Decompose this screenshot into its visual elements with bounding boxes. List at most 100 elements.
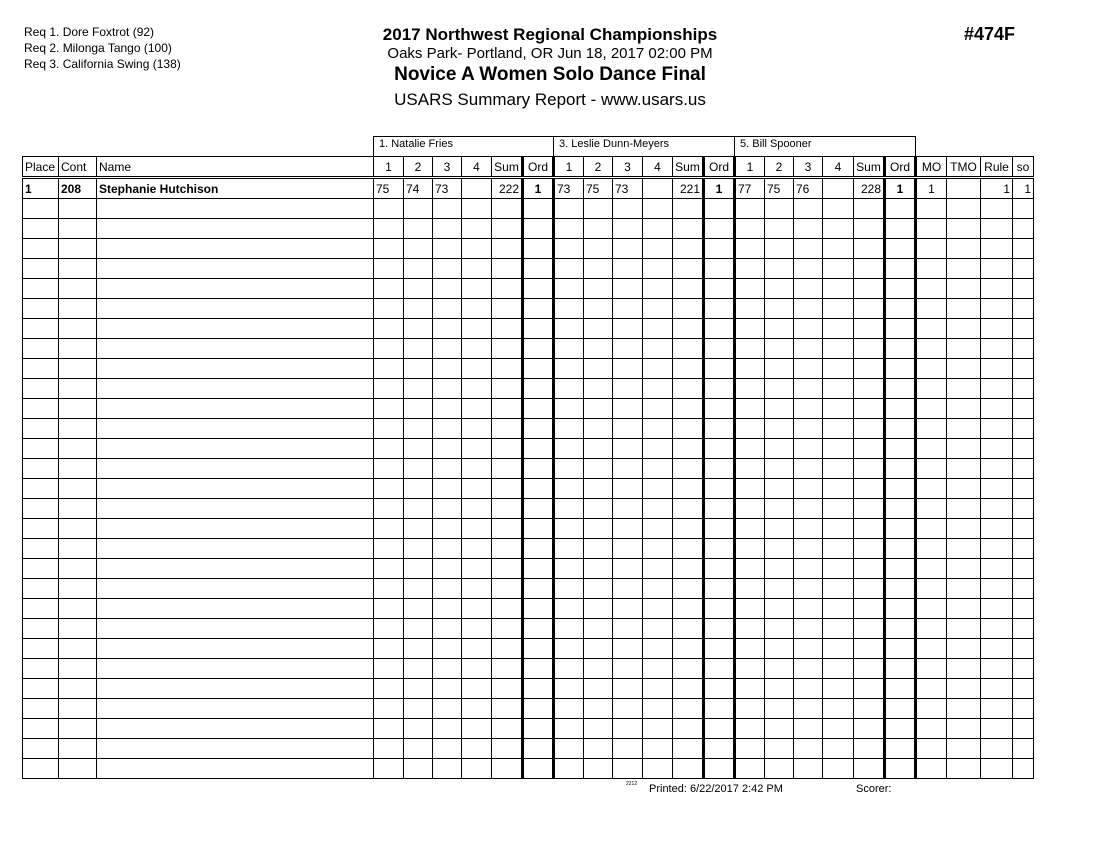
rule-cell bbox=[980, 718, 1013, 739]
score-cell bbox=[793, 578, 823, 599]
table-row bbox=[22, 718, 1034, 739]
cont-cell bbox=[58, 758, 97, 779]
score-header: 1 bbox=[553, 156, 584, 179]
sum-cell bbox=[672, 378, 704, 399]
score-header: 1 bbox=[734, 156, 765, 179]
mo-cell bbox=[915, 238, 947, 259]
table-row bbox=[22, 558, 1034, 579]
score-cell bbox=[403, 678, 433, 699]
sum-cell bbox=[853, 518, 885, 539]
cont-cell bbox=[58, 278, 97, 299]
score-cell bbox=[793, 678, 823, 699]
score-cell bbox=[583, 218, 613, 239]
sum-cell bbox=[853, 458, 885, 479]
rule-cell bbox=[980, 658, 1013, 679]
ord-cell bbox=[883, 318, 917, 339]
ord-cell bbox=[521, 758, 555, 779]
score-cell bbox=[432, 498, 462, 519]
score-cell bbox=[461, 218, 492, 239]
rule-cell bbox=[980, 698, 1013, 719]
ord-cell bbox=[883, 518, 917, 539]
score-cell bbox=[461, 458, 492, 479]
score-cell bbox=[642, 458, 673, 479]
sum-cell bbox=[672, 398, 704, 419]
ord-cell bbox=[521, 198, 555, 219]
score-cell bbox=[612, 258, 643, 279]
score-header: 2 bbox=[583, 156, 613, 179]
sum-cell: 222 bbox=[491, 177, 523, 199]
ord-cell bbox=[702, 698, 736, 719]
place-cell bbox=[22, 718, 59, 739]
tmo-cell bbox=[946, 278, 981, 299]
score-cell bbox=[734, 438, 765, 459]
mo-cell bbox=[915, 358, 947, 379]
score-cell bbox=[734, 278, 765, 299]
so-cell bbox=[1012, 458, 1034, 479]
score-header: Sum bbox=[672, 156, 704, 179]
cont-cell bbox=[58, 398, 97, 419]
score-cell bbox=[553, 258, 584, 279]
table-row bbox=[22, 738, 1034, 759]
score-cell bbox=[461, 738, 492, 759]
score-cell bbox=[764, 478, 794, 499]
place-cell bbox=[22, 338, 59, 359]
mo-cell bbox=[915, 218, 947, 239]
score-cell bbox=[822, 318, 854, 339]
score-cell bbox=[822, 378, 854, 399]
score-cell bbox=[822, 398, 854, 419]
ord-cell bbox=[702, 258, 736, 279]
mo-cell bbox=[915, 518, 947, 539]
score-cell bbox=[734, 418, 765, 439]
place-cell bbox=[22, 258, 59, 279]
score-cell bbox=[642, 618, 673, 639]
ord-cell bbox=[702, 358, 736, 379]
mo-cell bbox=[915, 738, 947, 759]
tmo-cell bbox=[946, 558, 981, 579]
table-row bbox=[22, 758, 1034, 779]
ord-cell bbox=[702, 498, 736, 519]
name-cell bbox=[96, 358, 374, 379]
score-cell bbox=[734, 598, 765, 619]
ord-cell bbox=[883, 738, 917, 759]
score-cell: 75 bbox=[373, 177, 404, 199]
score-cell bbox=[793, 518, 823, 539]
ord-cell bbox=[883, 398, 917, 419]
ord-cell bbox=[702, 198, 736, 219]
score-header: 3 bbox=[432, 156, 462, 179]
rule-cell bbox=[980, 438, 1013, 459]
name-cell bbox=[96, 578, 374, 599]
score-cell bbox=[642, 738, 673, 759]
ord-cell: 1 bbox=[883, 177, 917, 199]
sum-cell bbox=[491, 298, 523, 319]
score-cell bbox=[764, 618, 794, 639]
sum-cell bbox=[491, 358, 523, 379]
score-cell: 73 bbox=[432, 177, 462, 199]
sum-cell bbox=[672, 558, 704, 579]
mo-cell bbox=[915, 198, 947, 219]
score-cell bbox=[403, 438, 433, 459]
sum-cell bbox=[491, 618, 523, 639]
score-cell bbox=[764, 738, 794, 759]
sum-cell bbox=[672, 498, 704, 519]
ord-cell bbox=[521, 498, 555, 519]
ord-cell bbox=[521, 318, 555, 339]
ord-cell bbox=[883, 698, 917, 719]
score-cell bbox=[793, 298, 823, 319]
sum-cell bbox=[853, 538, 885, 559]
score-cell bbox=[642, 318, 673, 339]
score-cell bbox=[764, 278, 794, 299]
mo-cell bbox=[915, 698, 947, 719]
tmo-cell bbox=[946, 418, 981, 439]
score-cell bbox=[373, 338, 404, 359]
score-cell bbox=[403, 318, 433, 339]
sum-cell bbox=[853, 218, 885, 239]
score-cell bbox=[403, 398, 433, 419]
score-cell bbox=[553, 518, 584, 539]
score-cell bbox=[432, 618, 462, 639]
score-cell bbox=[764, 678, 794, 699]
score-cell bbox=[403, 578, 433, 599]
cont-cell bbox=[58, 418, 97, 439]
score-cell bbox=[583, 518, 613, 539]
sum-cell bbox=[672, 358, 704, 379]
score-header: Ord bbox=[883, 156, 917, 179]
